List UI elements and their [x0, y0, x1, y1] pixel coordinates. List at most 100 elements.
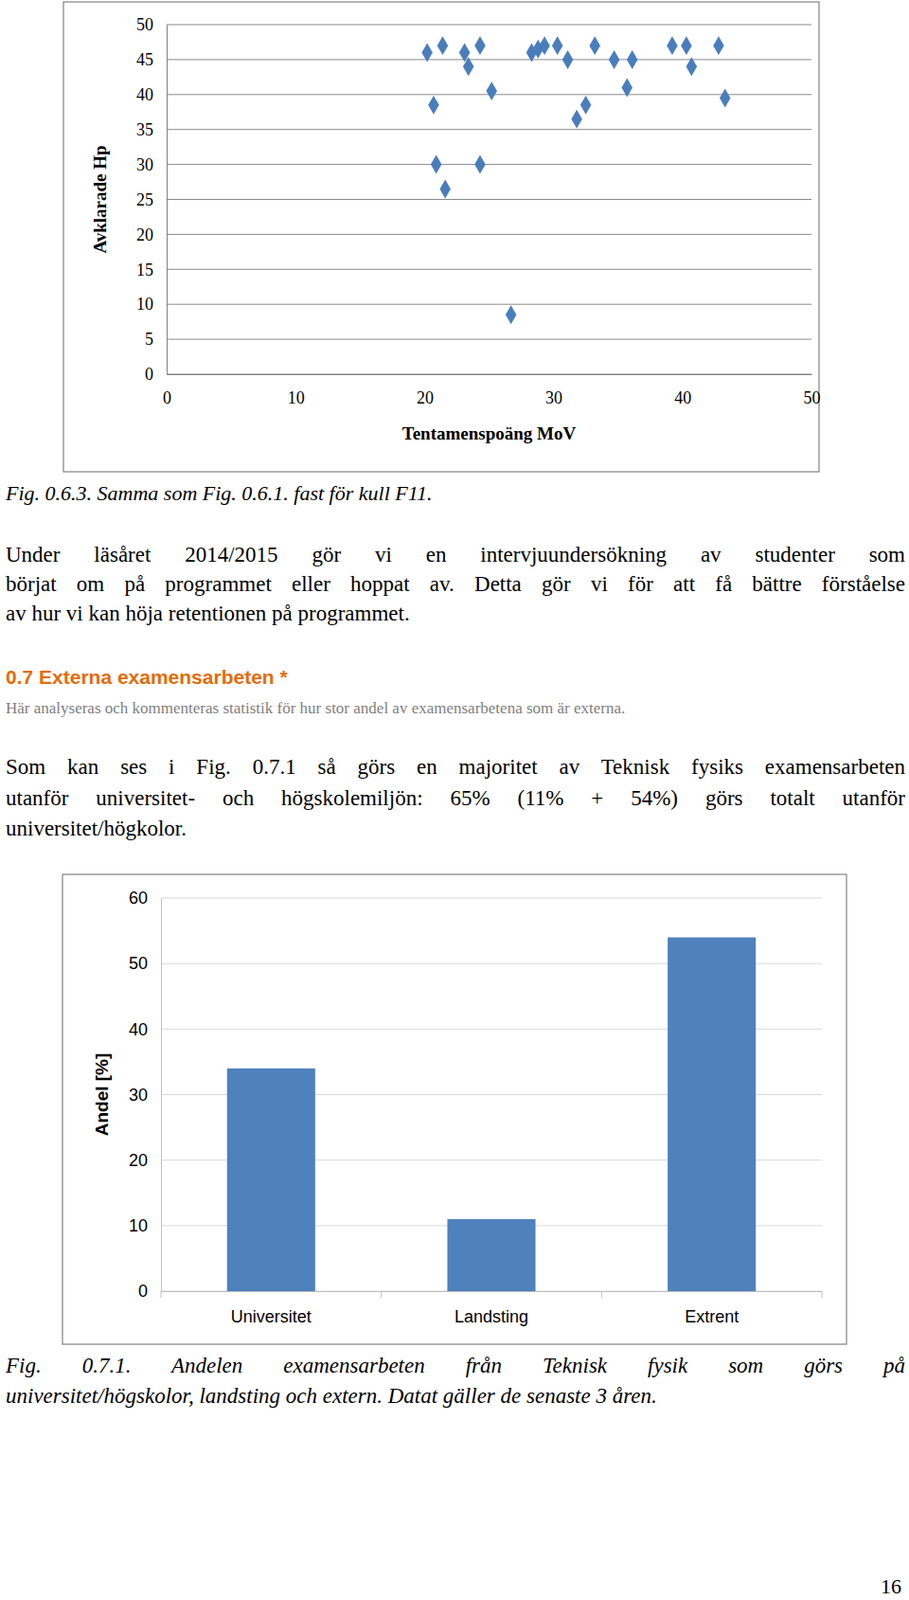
- point: [538, 35, 551, 55]
- text-line: av hur vi kan höja retentionen på progra…: [5, 600, 410, 627]
- tick: Extrent: [684, 1290, 739, 1326]
- chart-frame: [63, 1, 820, 472]
- point: [680, 35, 693, 55]
- point: [474, 35, 486, 55]
- tick-label: 35: [136, 120, 154, 140]
- x-axis-title: Tentamenspoäng MoV: [402, 423, 577, 444]
- grid-line: [166, 303, 812, 305]
- point: [485, 81, 498, 101]
- bar: [227, 1068, 316, 1291]
- point: [421, 43, 433, 63]
- x-axis: Universitet Landsting Extrent: [161, 1290, 823, 1326]
- heading-note: Här analyseras och kommenteras statistik…: [5, 698, 625, 718]
- point: [439, 178, 451, 198]
- point: [474, 155, 486, 175]
- tick-label: 10: [136, 294, 154, 314]
- grid-line: [166, 374, 812, 375]
- tick-label: 20: [128, 1150, 148, 1170]
- point: [588, 35, 601, 55]
- page: Fig. 0.6.3. Samma som Fig. 0.6.1. fast f…: [0, 0, 909, 1600]
- tick-label: 40: [136, 85, 154, 105]
- grid-line: [166, 268, 812, 270]
- point: [608, 50, 621, 70]
- tick: 50: [136, 15, 167, 35]
- axis-line: [167, 374, 813, 375]
- point: [430, 155, 443, 175]
- point: [712, 35, 725, 55]
- point: [626, 50, 639, 70]
- point: [562, 50, 574, 70]
- tick-label: 30: [545, 388, 563, 408]
- tick-label: 50: [136, 15, 154, 35]
- tick-label: 50: [803, 388, 821, 408]
- axis-line: [161, 1290, 823, 1292]
- tick: 20: [136, 225, 167, 245]
- grid: [166, 24, 812, 375]
- text-line: börjat om på programmet eller hoppat av.…: [5, 570, 906, 598]
- point: [719, 89, 731, 108]
- tick-label: 0: [162, 388, 172, 408]
- tick-label: 40: [128, 1019, 148, 1039]
- page-number: 16: [880, 1573, 902, 1599]
- text-line: Som kan ses i Fig. 0.7.1 så görs en majo…: [5, 753, 906, 781]
- tick-label: 0: [144, 364, 154, 384]
- category-separator: [601, 1290, 603, 1298]
- tick-label: 20: [136, 225, 154, 245]
- tick: Universitet: [231, 1290, 312, 1326]
- tick-label: 30: [136, 155, 154, 175]
- tick-label: Landsting: [454, 1306, 529, 1326]
- tick: 30: [545, 374, 563, 408]
- tick: 20: [128, 1150, 161, 1170]
- text-line: Fig. 0.7.1. Andelen examensarbeten från …: [5, 1352, 906, 1379]
- tick: Landsting: [454, 1290, 529, 1326]
- point: [505, 304, 517, 324]
- grid-line: [166, 198, 812, 200]
- tick-label: 10: [128, 1215, 148, 1235]
- point: [686, 56, 698, 76]
- tick: 50: [128, 953, 161, 973]
- charts-layer: 0510152025303540455001020304050Avklarade…: [0, 0, 909, 1600]
- tick-label: 25: [136, 190, 154, 210]
- axis-line: [166, 25, 168, 375]
- axis-line: [160, 898, 162, 1292]
- grid-line: [166, 233, 812, 235]
- point: [621, 77, 633, 97]
- category-separator: [821, 1290, 823, 1298]
- tick-label: 20: [416, 388, 434, 408]
- category-separator: [160, 1290, 162, 1298]
- grid-line: [160, 897, 822, 899]
- tick-label: 5: [144, 329, 154, 349]
- y-axis-title: Andel [%]: [91, 1052, 112, 1137]
- category-separator: [380, 1290, 382, 1298]
- chart: 0102030405060UniversitetLandstingExtrent…: [62, 873, 847, 1344]
- tick: 0: [138, 1281, 161, 1301]
- tick: 10: [287, 374, 305, 408]
- tick-label: 50: [128, 953, 148, 973]
- y-axis: 0102030405060: [128, 888, 162, 1301]
- chart-frame: [62, 873, 847, 1344]
- bar: [446, 1218, 535, 1291]
- caption: Fig. 0.6.3. Samma som Fig. 0.6.1. fast f…: [5, 481, 433, 506]
- tick: 60: [128, 888, 161, 908]
- tick-label: Extrent: [684, 1306, 739, 1326]
- tick: 10: [128, 1215, 161, 1235]
- tick-label: 10: [287, 388, 305, 408]
- tick-label: 60: [128, 888, 148, 908]
- chart: 0510152025303540455001020304050Avklarade…: [63, 1, 821, 472]
- tick: 40: [128, 1019, 161, 1039]
- point: [437, 35, 449, 55]
- tick: 5: [144, 329, 167, 349]
- point: [666, 35, 678, 55]
- tick: 45: [136, 50, 167, 70]
- text-line: Under läsåret 2014/2015 gör vi en interv…: [5, 541, 906, 569]
- marks: [421, 35, 731, 324]
- tick-label: 40: [674, 388, 692, 408]
- text-line: universitet/högskolor, landsting och ext…: [5, 1382, 658, 1409]
- text-line: utanför universitet- och högskolemiljön:…: [5, 784, 906, 812]
- tick: 0: [162, 374, 172, 408]
- point: [427, 95, 440, 115]
- point: [463, 56, 475, 76]
- tick-label: 0: [138, 1281, 148, 1301]
- tick: 50: [803, 374, 821, 408]
- point: [570, 109, 583, 129]
